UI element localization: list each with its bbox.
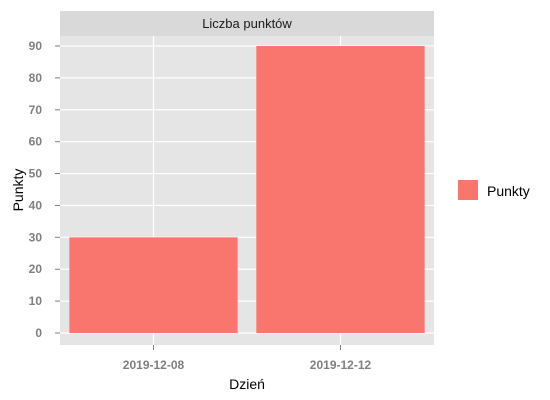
- y-tick-label: 30: [29, 230, 43, 244]
- x-tick-label: 2019-12-12: [310, 358, 372, 372]
- legend: Punkty: [458, 180, 530, 200]
- y-tick-label: 0: [35, 326, 42, 340]
- facet-strip: [60, 11, 434, 36]
- y-tick-label: 90: [29, 39, 43, 53]
- bar: [69, 237, 238, 333]
- y-tick-label: 10: [29, 294, 43, 308]
- y-tick-label: 80: [29, 71, 43, 85]
- y-tick-label: 60: [29, 135, 43, 149]
- x-tick-label: 2019-12-08: [123, 358, 185, 372]
- x-axis: 2019-12-08 2019-12-12: [123, 345, 372, 372]
- bar: [256, 46, 425, 333]
- y-axis: 0 10 20 30 40 50 60 70 80 90: [29, 39, 60, 340]
- y-tick-label: 50: [29, 167, 43, 181]
- x-axis-title: Dzień: [229, 376, 265, 392]
- legend-swatch: [458, 180, 478, 200]
- chart-title: Liczba punktów: [202, 16, 292, 31]
- bars: [69, 46, 425, 333]
- y-tick-label: 70: [29, 103, 43, 117]
- legend-label: Punkty: [487, 183, 530, 199]
- y-axis-title: Punkty: [10, 169, 26, 212]
- y-tick-label: 40: [29, 198, 43, 212]
- y-tick-label: 20: [29, 262, 43, 276]
